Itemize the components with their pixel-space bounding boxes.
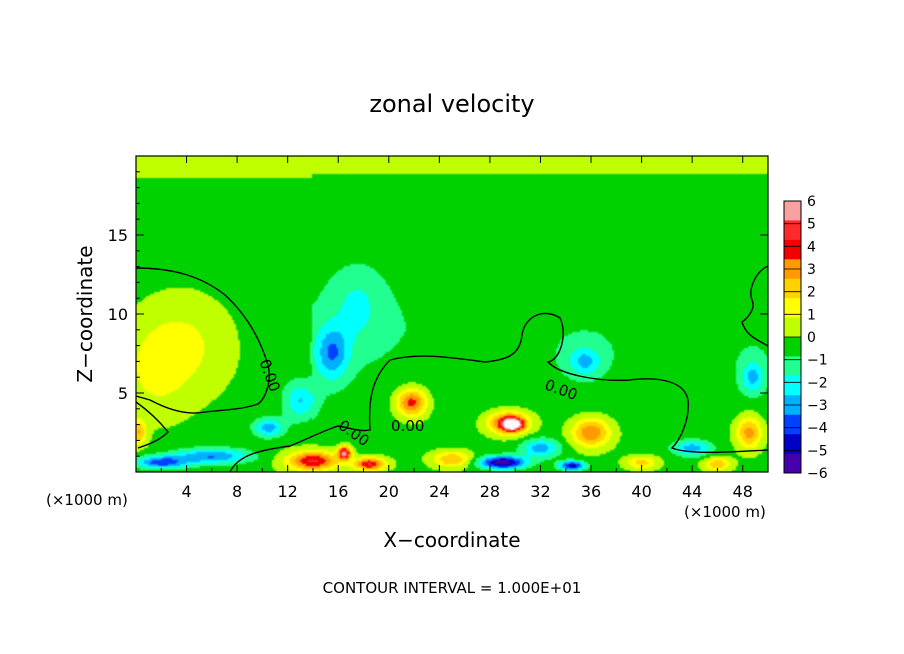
- colorbar-tick-label: 4: [807, 239, 816, 255]
- y-axis-ticks: 5 10 15: [108, 171, 768, 457]
- y-axis-label: Z−coordinate: [73, 245, 97, 382]
- colorbar-swatch: [784, 278, 801, 299]
- colorbar-tick-label: 1: [807, 307, 816, 323]
- x-tick-label: 4: [181, 482, 191, 501]
- x-tick-label: 32: [530, 482, 550, 501]
- colorbar-tick-label: −3: [807, 398, 828, 414]
- colorbar-swatch: [784, 356, 801, 377]
- colorbar-swatch: [784, 317, 801, 338]
- colorbar-swatch: [784, 337, 801, 357]
- x-tick-label: 28: [480, 482, 500, 501]
- colorbar-tick-label: 3: [807, 262, 816, 278]
- x-tick-label: 40: [631, 482, 651, 501]
- colorbar-tick-label: −6: [807, 466, 828, 482]
- zero-contour-left: [136, 267, 270, 414]
- x-unit-note-left: (×1000 m): [46, 491, 128, 509]
- zero-contour-low-left: [136, 401, 169, 449]
- x-unit-note-right: (×1000 m): [684, 503, 766, 521]
- colorbar-tick-label: −4: [807, 421, 828, 437]
- y-tick-label: 15: [108, 226, 128, 245]
- colorbar-tick-label: 6: [807, 194, 816, 210]
- colorbar-tick-label: 5: [807, 217, 816, 233]
- x-tick-label: 12: [278, 482, 298, 501]
- colorbar-tick-label: −2: [807, 375, 828, 391]
- colorbar-swatch: [784, 414, 801, 435]
- zero-contours: [136, 265, 768, 472]
- colorbar-swatch: [784, 453, 801, 474]
- x-tick-label: 24: [429, 482, 449, 501]
- y-tick-label: 10: [108, 305, 128, 324]
- colorbar-tick-label: −5: [807, 443, 828, 459]
- contour-label: 0.00: [391, 417, 424, 435]
- chart-title: zonal velocity: [369, 90, 534, 118]
- x-tick-label: 20: [379, 482, 399, 501]
- x-tick-label: 16: [328, 482, 348, 501]
- colorbar-swatch: [784, 298, 801, 319]
- colorbar-swatch: [784, 201, 801, 221]
- colorbar-tick-label: −1: [807, 353, 828, 369]
- contour-interval-note: CONTOUR INTERVAL = 1.000E+01: [323, 579, 582, 597]
- x-axis-ticks: 4 8 12 16 20 24 28 32 36 40 44 48: [160, 156, 753, 501]
- colorbar: 6 5 4 3 2 1 0 −1 −2 −3 −4 −5 −6: [783, 194, 828, 482]
- zero-contour-right: [741, 265, 768, 347]
- zero-contour-middle: [229, 312, 768, 472]
- colorbar-swatch: [784, 239, 801, 260]
- x-tick-label: 8: [232, 482, 242, 501]
- x-tick-label: 48: [733, 482, 753, 501]
- velocity-field: [136, 156, 768, 472]
- colorbar-tick-label: 0: [807, 330, 816, 346]
- x-tick-label: 44: [682, 482, 702, 501]
- x-tick-label: 36: [581, 482, 601, 501]
- y-tick-label: 5: [118, 384, 128, 403]
- colorbar-swatch: [784, 220, 801, 241]
- plot-area: 0.000.00 0.000.00 4 8 12 16 20 24 28 32 36 40 44 48 …: [108, 155, 769, 501]
- colorbar-swatch: [784, 375, 801, 396]
- colorbar-swatch: [784, 434, 801, 455]
- colorbar-tick-label: 2: [807, 285, 816, 301]
- x-axis-label: X−coordinate: [383, 528, 520, 552]
